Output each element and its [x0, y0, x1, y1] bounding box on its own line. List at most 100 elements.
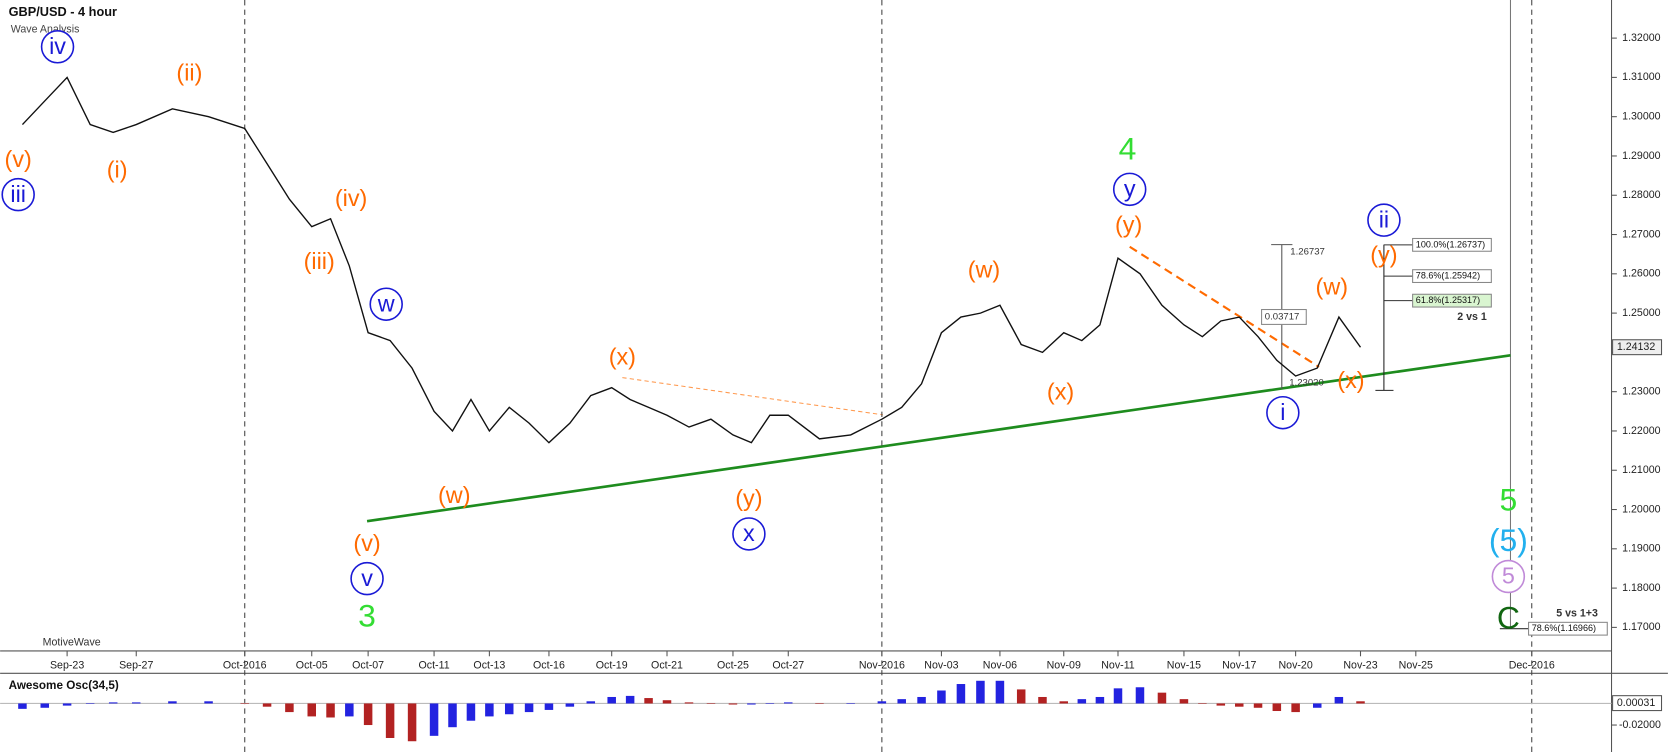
wave-label: 5: [1499, 481, 1517, 517]
osc-bar: [448, 703, 457, 728]
wave-label: (w): [968, 256, 1000, 282]
wave-label: (x): [1047, 379, 1074, 405]
osc-bar: [1179, 699, 1189, 704]
x-tick-label: Nov-25: [1399, 660, 1433, 672]
osc-bar: [524, 703, 534, 713]
osc-bar: [728, 703, 738, 705]
wave-channel: [622, 377, 884, 416]
osc-bar: [326, 703, 335, 718]
fib-label: 100.0%(1.26737): [1416, 239, 1485, 249]
osc-bar: [1253, 703, 1263, 708]
osc-bar: [429, 703, 439, 736]
x-tick-label: Nov-11: [1101, 660, 1135, 672]
fib-box: [1412, 269, 1492, 284]
osc-bar: [1312, 703, 1322, 708]
osc-bar: [784, 702, 793, 704]
y-tick-label: 1.26000: [1622, 268, 1660, 280]
chart-subtitle: Wave Analysis: [11, 24, 80, 36]
note: 2 vs 1: [1457, 311, 1487, 323]
osc-bar: [108, 702, 118, 704]
note: 1.23020: [1289, 377, 1324, 388]
wave-label: w: [377, 290, 395, 316]
osc-bar: [662, 700, 672, 704]
x-tick-label: Nov-17: [1222, 660, 1256, 672]
osc-bar: [1334, 696, 1344, 704]
price-line: [21, 76, 1362, 444]
y-tick-label: 1.25000: [1622, 307, 1660, 319]
osc-bar: [706, 703, 716, 704]
osc-bar: [18, 703, 27, 709]
x-tick-label: Nov-06: [983, 660, 1017, 672]
wave-label: (x): [1337, 367, 1364, 393]
osc-bar: [565, 703, 575, 707]
y-tick-label: 1.19000: [1622, 543, 1660, 555]
wave-label: 4: [1119, 130, 1137, 166]
wave-label: iv: [49, 33, 66, 59]
osc-bar: [877, 701, 887, 704]
x-tick-label: Oct-27: [772, 660, 804, 672]
fib-box: [1412, 293, 1492, 308]
wave-circle: [1, 177, 35, 212]
y-tick-label: 1.22000: [1622, 425, 1660, 437]
osc-bar: [1356, 701, 1365, 704]
y-tick-label: 1.28000: [1622, 189, 1660, 201]
wave-label: (y): [1370, 242, 1397, 268]
fib-box: [1528, 621, 1608, 636]
y-tick-label: 1.20000: [1622, 503, 1660, 515]
y-tick-label: 1.17000: [1622, 621, 1660, 633]
osc-bar: [1059, 701, 1069, 704]
x-tick-label: Nov-2016: [859, 660, 905, 672]
note-box: [1261, 308, 1307, 325]
note: 1.26737: [1290, 247, 1325, 258]
x-tick-label: Oct-21: [651, 660, 683, 672]
wave-label: (ii): [176, 60, 202, 86]
x-tick-label: Dec-2016: [1509, 660, 1555, 672]
fib-box: [1412, 237, 1492, 252]
y-tick-label: 1.31000: [1622, 71, 1660, 83]
osc-bar: [307, 703, 317, 717]
wave-label: 3: [358, 597, 376, 633]
x-tick-label: Oct-25: [717, 660, 749, 672]
osc-bar: [1095, 696, 1105, 704]
wave-label: x: [743, 520, 755, 546]
osc-bar: [168, 701, 177, 704]
osc-bar: [1216, 703, 1226, 706]
osc-bar: [1113, 688, 1123, 704]
fib-label: 78.6%(1.16966): [1532, 623, 1596, 633]
x-tick-label: Oct-2016: [223, 660, 267, 672]
osc-bar: [345, 703, 354, 717]
osc-bar: [363, 703, 373, 726]
wave-label: y: [1124, 176, 1136, 202]
wave-label: (x): [609, 344, 636, 370]
wave-label: (5): [1489, 522, 1528, 558]
osc-bar: [765, 703, 775, 704]
y-tick-label: 1.23000: [1622, 385, 1660, 397]
x-tick-label: Nov-15: [1167, 660, 1201, 672]
oscillator-title: Awesome Osc(34,5): [9, 679, 119, 692]
y-tick-label: 1.27000: [1622, 228, 1660, 240]
wave-label: 5: [1502, 563, 1515, 589]
osc-last-box: [1612, 695, 1663, 712]
y-tick-label: 1.21000: [1622, 464, 1660, 476]
wave-circle: [1266, 395, 1300, 430]
x-tick-label: Nov-23: [1343, 660, 1377, 672]
wave-circle: [40, 30, 75, 64]
x-tick-label: Oct-11: [419, 660, 450, 672]
osc-bar: [625, 695, 635, 704]
osc-bar: [846, 703, 855, 704]
note: 0.03717: [1265, 311, 1300, 322]
wave-channel: [1129, 245, 1320, 368]
fib-label: 61.8%(1.25317): [1416, 295, 1480, 305]
x-tick-label: Nov-03: [924, 660, 958, 672]
osc-bar: [40, 703, 50, 708]
osc-bar: [747, 703, 756, 705]
wave-label: v: [361, 565, 373, 591]
wave-circle: [1112, 172, 1147, 207]
osc-bar: [644, 698, 653, 704]
osc-bar: [917, 696, 926, 704]
osc-bar: [544, 703, 554, 710]
wave-label: (y): [1115, 212, 1142, 238]
osc-bar: [1016, 689, 1026, 704]
wave-circle: [350, 561, 384, 596]
